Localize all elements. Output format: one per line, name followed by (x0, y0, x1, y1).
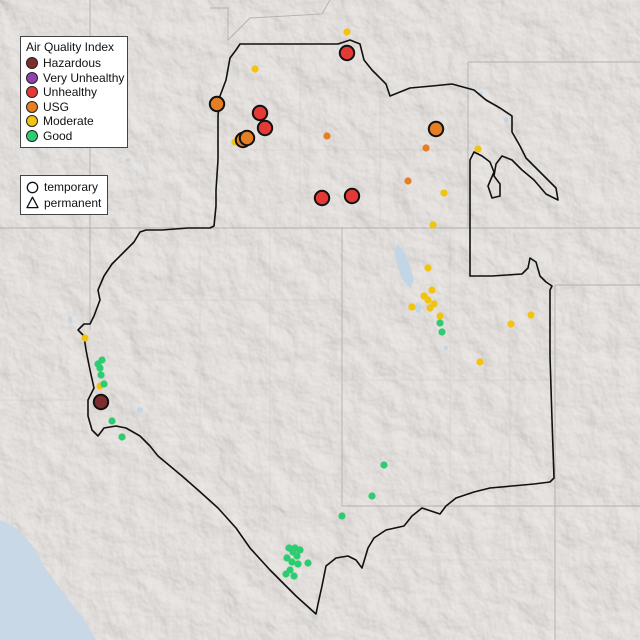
temporary-monitor-point[interactable] (251, 104, 269, 122)
good-swatch (26, 129, 38, 142)
legend-item-good: Good (26, 129, 122, 144)
monitor-point[interactable] (507, 320, 515, 328)
temporary-monitor-point[interactable] (427, 120, 445, 138)
monitor-point[interactable] (404, 177, 412, 185)
temporary-monitor-point[interactable] (343, 187, 361, 205)
monitor-point[interactable] (94, 360, 102, 368)
legend-label: Good (43, 128, 73, 143)
legend-label: temporary (44, 180, 99, 195)
temporary-monitor-point[interactable] (313, 189, 331, 207)
monitor-point[interactable] (282, 570, 290, 578)
monitor-point[interactable] (380, 461, 388, 469)
temporary-monitor-point[interactable] (338, 44, 356, 62)
monitor-point[interactable] (422, 144, 430, 152)
monitor-type-legend: temporary permanent (20, 175, 108, 215)
monitor-point[interactable] (283, 554, 291, 562)
temporary-monitor-point[interactable] (92, 393, 110, 411)
monitor-point[interactable] (368, 492, 376, 500)
aqi-legend-title: Air Quality Index (26, 40, 115, 54)
legend-item-permanent: permanent (26, 196, 102, 211)
monitor-point[interactable] (290, 572, 298, 580)
moderate-swatch (26, 115, 38, 128)
legend-label: USG (43, 99, 70, 114)
unhealthy-swatch (26, 86, 38, 99)
temporary-monitor-point[interactable] (256, 119, 274, 137)
monitor-point[interactable] (436, 312, 444, 320)
monitor-point[interactable] (424, 296, 432, 304)
monitor-point[interactable] (436, 319, 444, 327)
legend-item-temporary: temporary (26, 180, 102, 195)
legend-item-hazardous: Hazardous (26, 56, 122, 71)
monitor-point[interactable] (288, 558, 296, 566)
monitor-point[interactable] (118, 433, 126, 441)
monitor-point[interactable] (429, 221, 437, 229)
monitor-point[interactable] (294, 560, 302, 568)
monitor-point[interactable] (440, 189, 448, 197)
legend-label: Hazardous (43, 56, 102, 71)
monitor-point[interactable] (343, 28, 351, 36)
monitor-point[interactable] (438, 328, 446, 336)
circle-icon (26, 181, 39, 194)
monitor-point[interactable] (100, 380, 108, 388)
monitor-point[interactable] (408, 303, 416, 311)
monitor-point[interactable] (527, 311, 535, 319)
monitor-point[interactable] (97, 371, 105, 379)
monitor-point[interactable] (81, 334, 89, 342)
monitor-point[interactable] (251, 65, 259, 73)
monitor-point[interactable] (304, 559, 312, 567)
region-boundary (77, 39, 559, 615)
legend-label: Unhealthy (43, 85, 98, 100)
monitor-point[interactable] (428, 286, 436, 294)
monitor-point[interactable] (323, 132, 331, 140)
county-lines (0, 40, 555, 561)
temporary-monitor-point[interactable] (238, 129, 256, 147)
monitor-point[interactable] (476, 358, 484, 366)
temporary-monitor-point[interactable] (208, 95, 226, 113)
usg-swatch (26, 100, 38, 113)
legend-label: Moderate (43, 114, 94, 129)
legend-item-very-unhealthy: Very Unhealthy (26, 70, 125, 86)
aqi-legend: Air Quality Index Hazardous Very Unhealt… (20, 36, 128, 148)
monitor-point[interactable] (108, 417, 116, 425)
monitor-point[interactable] (293, 552, 301, 560)
monitor-point[interactable] (296, 546, 304, 554)
legend-label: Very Unhealthy (43, 70, 125, 85)
monitor-point[interactable] (424, 264, 432, 272)
hazardous-swatch (26, 57, 38, 70)
lakes (68, 92, 508, 413)
monitor-point[interactable] (426, 304, 434, 312)
very-unhealthy-swatch (26, 71, 38, 84)
triangle-icon (26, 196, 39, 209)
monitor-points (81, 28, 535, 580)
legend-label: permanent (44, 195, 102, 210)
pacific-ocean (0, 520, 96, 640)
monitor-point[interactable] (474, 145, 482, 153)
monitor-point[interactable] (338, 512, 346, 520)
legend-item-unhealthy: Unhealthy (26, 85, 122, 100)
legend-item-moderate: Moderate (26, 114, 122, 129)
legend-item-usg: USG (26, 100, 122, 115)
